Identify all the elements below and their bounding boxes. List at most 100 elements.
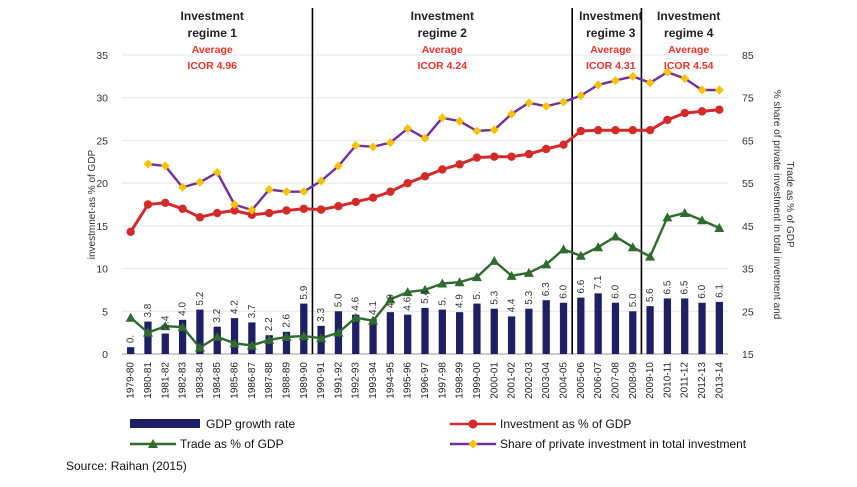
y-tick-label-left: 20 [96,178,108,190]
trade-marker [368,315,379,325]
private-share-marker [385,138,395,148]
legend-marker [148,439,158,448]
investment-marker [213,208,222,218]
gdp-growth-bar [507,316,516,354]
investment-marker [455,160,464,169]
y-tick-label-right: 35 [742,264,754,276]
private-share-marker [507,109,517,119]
legend-label: Investment as % of GDP [500,417,631,431]
gdp-growth-bar [369,318,377,354]
trade-marker [281,331,292,341]
private-share-marker [489,125,499,135]
private-share-marker [299,187,309,197]
y-axis-title-right-line2: Trade as % of GDP [784,161,795,248]
trade-marker [662,212,673,222]
gdp-growth-bar [490,308,498,354]
regime-average-label: Average [668,44,709,56]
investment-marker [628,125,637,135]
regime-title: Investment [657,9,720,23]
chart-background [65,6,786,472]
private-share-marker [403,123,413,133]
x-tick-label: 2008-09 [628,362,639,399]
gdp-growth-bar [525,308,533,354]
bar-data-label: 5.3 [524,290,535,304]
y-axis-title-left: investmnet-as % of GDP [87,149,98,259]
bar-data-label: 6.5 [680,280,691,294]
x-tick-label: 2010-11 [662,362,673,398]
gdp-growth-bar [577,297,585,354]
private-share-marker [524,98,534,108]
investment-marker [264,208,274,218]
regime-title: Investment [411,9,474,23]
regime-name: regime 4 [664,26,714,40]
private-share-marker [714,85,724,95]
investment-marker [472,153,482,162]
legend-marker [468,419,478,429]
x-tick-label: 2012-13 [697,362,708,399]
bar-data-label: 6.1 [714,284,725,298]
gdp-growth-bar [248,322,256,354]
bar-data-label: 3.3 [316,307,327,321]
bar-data-label: 5.0 [628,293,639,307]
bar-data-label: 3.8 [143,303,154,317]
bar-data-label: 4.4 [507,298,518,312]
bar-data-label: 3.7 [247,304,258,318]
private-share-marker [628,71,638,81]
gdp-growth-bar [438,309,446,354]
gdp-growth-bar [352,314,360,354]
gdp-bars [127,293,723,354]
private-share-marker [610,76,620,86]
private-share-marker [264,185,274,195]
trade-marker [160,321,171,331]
gdp-growth-bar [455,312,464,354]
regime-title: Investment [181,9,244,23]
private-share-marker [680,73,690,83]
private-share-marker [281,187,291,197]
bar-data-label: 0. [126,335,137,343]
gdp-growth-bar [300,303,308,354]
x-tick-label: 2009-10 [645,362,656,399]
y-tick-label-right: 65 [742,135,754,147]
investment-marker [247,210,257,219]
gdp-growth-bar [681,298,689,354]
x-tick-label: 1982-83 [178,362,189,399]
y-tick-label-left: 0 [102,349,108,361]
gdp-growth-bar [161,333,169,354]
x-tick-label: 2001-02 [507,362,518,399]
investment-marker [403,178,412,188]
line-markers [125,67,725,352]
investment-marker [161,198,170,207]
trade-marker [298,331,309,341]
x-tick-label: 1993-94 [368,362,379,399]
y-tick-label-left: 25 [96,135,108,147]
gdp-growth-bar [144,321,152,354]
trade-marker [714,222,725,232]
gdp-growth-bar [646,306,654,354]
x-tick-label: 2003-04 [541,362,552,399]
regime-icor-label: ICOR 4.24 [418,60,468,72]
trade-marker [558,244,569,254]
investment-marker [143,200,153,209]
private-share-marker [593,80,603,90]
gdp-growth-bar [282,331,291,354]
trade-marker [194,342,205,352]
private-share-marker [230,200,240,209]
investment-marker [195,213,205,222]
x-tick-label: 2002-03 [524,362,535,399]
x-tick-label: 2004-05 [559,362,570,399]
gdp-growth-bar [386,312,395,354]
private-share-marker [697,85,707,95]
gdp-growth-bar [542,300,550,354]
gdp-growth-bar [629,311,637,354]
private-share-marker [662,67,672,77]
bar-data-label: 5.3 [489,290,500,304]
private-share-marker [247,205,257,215]
trade-marker [142,327,153,337]
trade-marker [177,322,188,332]
regime-average-label: Average [192,44,233,56]
y-tick-label-right: 45 [742,221,754,233]
x-tick-label: 1990-91 [316,362,327,399]
investment-marker [524,149,534,159]
investment-marker [386,187,395,196]
legend-marker [468,439,478,449]
